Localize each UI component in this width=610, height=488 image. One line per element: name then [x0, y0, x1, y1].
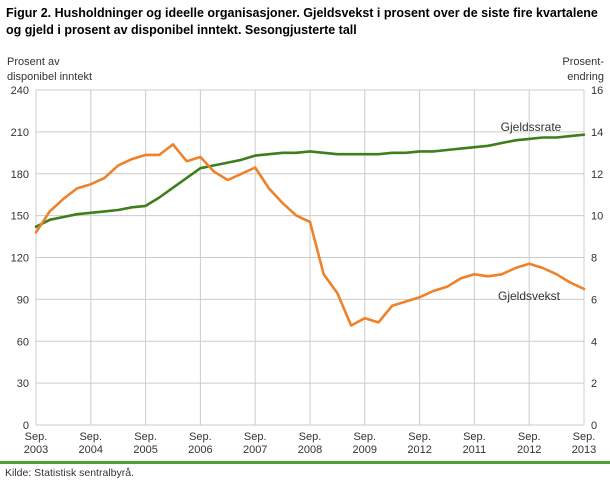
x-axis-tick-month: Sep. [134, 431, 157, 443]
right-axis-tick: 4 [591, 336, 597, 348]
right-axis-tick: 2 [591, 378, 597, 390]
left-axis-tick: 90 [17, 294, 29, 306]
x-axis-tick-month: Sep. [79, 431, 102, 443]
right-axis-tick: 16 [591, 85, 603, 97]
left-axis-tick: 210 [11, 127, 29, 139]
x-axis-tick-year: 2012 [407, 444, 431, 456]
x-axis-tick-year: 2009 [353, 444, 377, 456]
x-axis-tick-month: Sep. [518, 431, 541, 443]
series-label-gjeldsvekst: Gjeldsvekst [498, 289, 561, 303]
left-axis-header-line2: disponibel inntekt [7, 70, 93, 83]
series-label-gjeldsrate: Gjeldssrate [501, 120, 562, 134]
gridlines [35, 89, 585, 426]
x-axis-tick-year: 2007 [243, 444, 267, 456]
right-axis-tick: 14 [591, 127, 603, 139]
footer-divider [0, 461, 610, 464]
x-axis-tick-month: Sep. [408, 431, 431, 443]
left-axis-tick: 240 [11, 85, 29, 97]
series-line-gjeldsvekst [34, 143, 586, 327]
right-axis-tick: 8 [591, 253, 597, 265]
chart-title: Figur 2. Husholdninger og ideelle organi… [6, 6, 598, 37]
right-axis-tick: 6 [591, 294, 597, 306]
right-axis-tick: 0 [591, 420, 597, 432]
x-axis-tick-month: Sep. [299, 431, 322, 443]
left-axis-tick: 150 [11, 211, 29, 223]
x-axis-tick-year: 2012 [517, 444, 541, 456]
x-axis-tick-month: Sep. [189, 431, 212, 443]
series-lines [34, 133, 586, 327]
x-axis-tick-year: 2004 [79, 444, 103, 456]
left-axis-header-line1: Prosent av [7, 56, 60, 68]
left-axis-tick: 0 [23, 420, 29, 432]
left-axis-tick: 30 [17, 378, 29, 390]
left-axis-tick: 60 [17, 336, 29, 348]
left-axis-tick: 180 [11, 169, 29, 181]
x-axis-tick-month: Sep. [573, 431, 596, 443]
left-axis-header: Prosent av disponibel inntekt [7, 55, 92, 85]
x-axis-tick-month: Sep. [244, 431, 267, 443]
x-axis-tick-year: 2013 [572, 444, 596, 456]
left-axis-tick: 120 [11, 253, 29, 265]
right-axis-tick: 12 [591, 169, 603, 181]
x-axis-tick-year: 2006 [188, 444, 212, 456]
right-axis-header-line2: endring [567, 70, 604, 83]
source-text: Kilde: Statistisk sentralbyrå. [5, 467, 134, 479]
x-axis-tick-month: Sep. [463, 431, 486, 443]
right-axis-header: Prosent- endring [562, 55, 604, 85]
x-axis-tick-year: 2003 [24, 444, 48, 456]
series-line-gjeldssrate [34, 133, 586, 229]
x-axis-tick-month: Sep. [353, 431, 376, 443]
x-axis-tick-year: 2008 [298, 444, 322, 456]
right-axis-header-line1: Prosent- [562, 56, 604, 68]
x-axis-tick-year: 2011 [463, 444, 487, 456]
x-axis-tick-year: 2005 [133, 444, 157, 456]
right-axis-tick: 10 [591, 211, 603, 223]
x-axis-tick-month: Sep. [25, 431, 48, 443]
